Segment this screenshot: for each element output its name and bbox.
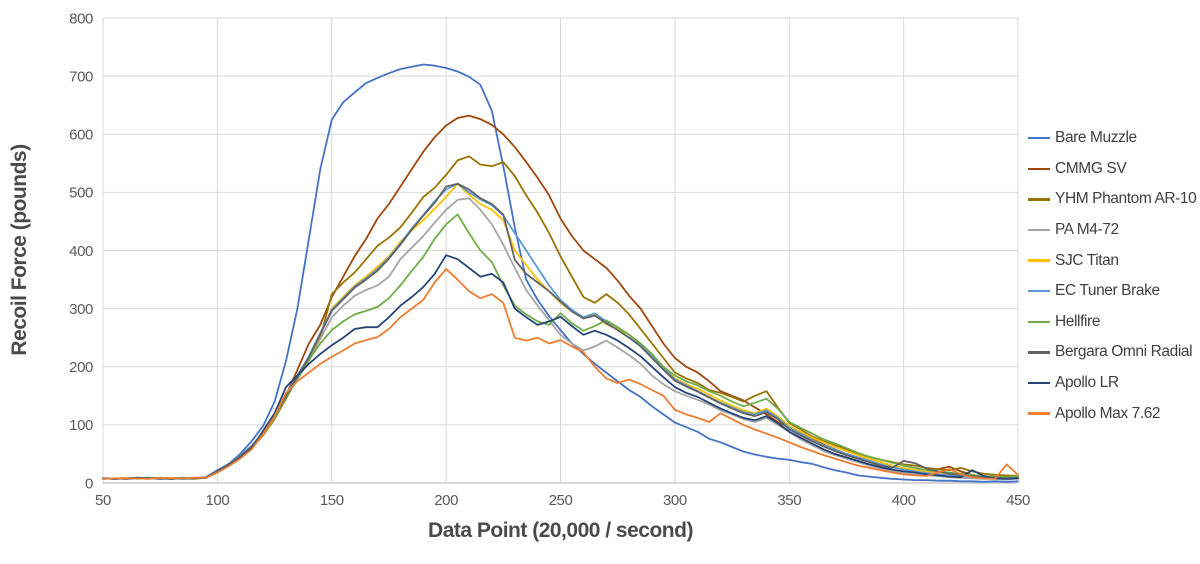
series-line-bare-muzzle bbox=[102, 63, 1019, 483]
legend-item-hellfire: Hellfire bbox=[1028, 307, 1200, 338]
legend-label-ec-tuner-brake: EC Tuner Brake bbox=[1055, 282, 1160, 300]
legend-swatch-apollo-lr bbox=[1028, 381, 1050, 385]
legend-swatch-bare-muzzle bbox=[1028, 137, 1050, 140]
y-tick-label-600: 600 bbox=[69, 127, 93, 144]
chart-legend: Bare Muzzle CMMG SV YHM Phantom AR-10 PA M4… bbox=[1028, 123, 1200, 429]
legend-label-pa-m4-72: PA M4-72 bbox=[1055, 221, 1119, 239]
y-tick-label-300: 300 bbox=[69, 301, 93, 318]
x-tick-label-150: 150 bbox=[320, 492, 344, 509]
x-tick-label-300: 300 bbox=[663, 492, 687, 509]
legend-label-sjc-titan: SJC Titan bbox=[1055, 251, 1119, 269]
legend-swatch-cmmg-sv bbox=[1028, 167, 1050, 171]
series-line-apollo-lr bbox=[102, 254, 1019, 480]
legend-swatch-ec-tuner-brake bbox=[1028, 290, 1050, 293]
legend-item-sjc-titan: SJC Titan bbox=[1028, 245, 1200, 276]
series-line-apollo-max-7-62 bbox=[102, 268, 1019, 480]
legend-label-bergara-omni-radial: Bergara Omni Radial bbox=[1055, 343, 1193, 361]
x-tick-label-450: 450 bbox=[1006, 492, 1030, 509]
legend-item-bergara-omni-radial: Bergara Omni Radial bbox=[1028, 337, 1200, 368]
y-tick-label-100: 100 bbox=[69, 417, 93, 434]
legend-item-cmmg-sv: CMMG SV bbox=[1028, 154, 1200, 185]
x-tick-label-50: 50 bbox=[95, 492, 111, 509]
legend-label-bare-muzzle: Bare Muzzle bbox=[1055, 129, 1137, 147]
legend-swatch-sjc-titan bbox=[1028, 259, 1050, 262]
legend-item-apollo-lr: Apollo LR bbox=[1028, 368, 1200, 399]
legend-item-bare-muzzle: Bare Muzzle bbox=[1028, 123, 1200, 154]
legend-item-pa-m4-72: PA M4-72 bbox=[1028, 215, 1200, 246]
legend-item-ec-tuner-brake: EC Tuner Brake bbox=[1028, 276, 1200, 307]
y-tick-label-200: 200 bbox=[69, 359, 93, 376]
y-tick-label-400: 400 bbox=[69, 243, 93, 260]
x-tick-label-400: 400 bbox=[892, 492, 916, 509]
y-tick-label-800: 800 bbox=[69, 10, 93, 27]
y-tick-label-500: 500 bbox=[69, 185, 93, 202]
x-tick-label-200: 200 bbox=[434, 492, 458, 509]
legend-label-apollo-max-7-62: Apollo Max 7.62 bbox=[1055, 404, 1161, 422]
x-axis-title: Data Point (20,000 / second) bbox=[428, 519, 693, 542]
y-tick-label-700: 700 bbox=[69, 68, 93, 85]
legend-label-cmmg-sv: CMMG SV bbox=[1055, 159, 1127, 177]
legend-swatch-bergara-omni-radial bbox=[1028, 351, 1050, 354]
legend-label-apollo-lr: Apollo LR bbox=[1055, 374, 1119, 392]
legend-swatch-apollo-max-7-62 bbox=[1028, 412, 1050, 415]
legend-label-hellfire: Hellfire bbox=[1055, 312, 1101, 330]
x-tick-label-100: 100 bbox=[205, 492, 229, 509]
legend-swatch-hellfire bbox=[1028, 320, 1050, 324]
legend-item-yhm-phantom-ar-10: YHM Phantom AR-10 bbox=[1028, 184, 1200, 215]
y-tick-label-0: 0 bbox=[85, 475, 93, 492]
legend-item-apollo-max-7-62: Apollo Max 7.62 bbox=[1028, 398, 1200, 429]
legend-swatch-pa-m4-72 bbox=[1028, 228, 1050, 232]
x-tick-label-350: 350 bbox=[777, 492, 801, 509]
legend-swatch-yhm-phantom-ar-10 bbox=[1028, 198, 1050, 201]
legend-label-yhm-phantom-ar-10: YHM Phantom AR-10 bbox=[1055, 190, 1197, 208]
x-tick-label-250: 250 bbox=[549, 492, 573, 509]
